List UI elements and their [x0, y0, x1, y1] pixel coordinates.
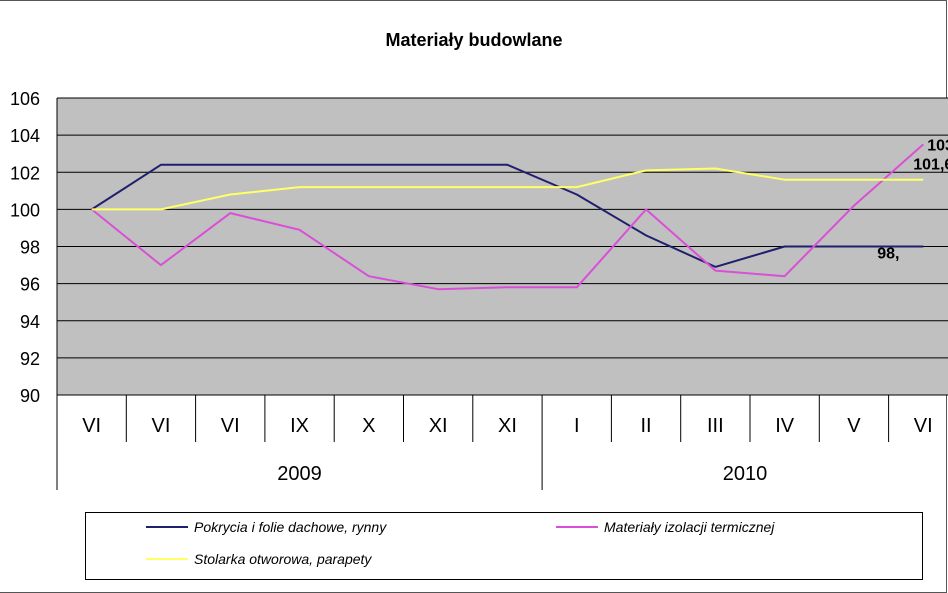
- series-line-0: [91, 163, 924, 268]
- y-tick-label: 92: [20, 349, 40, 369]
- x-tick-label: IX: [290, 415, 309, 437]
- x-tick-label: I: [574, 415, 580, 437]
- legend-item-insulation: Materiały izolacji termicznej: [556, 519, 774, 535]
- legend-swatch-roofing: [146, 526, 188, 528]
- y-tick-label: 104: [10, 126, 40, 146]
- x-tick-label: XI: [498, 415, 517, 437]
- y-tick-label: 100: [10, 200, 40, 220]
- legend-label-insulation: Materiały izolacji termicznej: [604, 519, 775, 535]
- y-tick-label: 98: [20, 238, 40, 258]
- data-label: 98,: [877, 246, 899, 263]
- series-line-2: [91, 167, 924, 211]
- x-group-label: 2010: [723, 463, 768, 485]
- y-tick-label: 102: [10, 163, 40, 183]
- data-label: 103,: [927, 137, 948, 154]
- legend-label-joinery: Stolarka otworowa, parapety: [194, 551, 372, 567]
- x-tick-label: II: [640, 415, 651, 437]
- y-tick-label: 106: [10, 89, 40, 109]
- chart-title: Materiały budowlane: [385, 30, 563, 50]
- legend-swatch-insulation: [556, 526, 598, 528]
- y-tick-label: 90: [20, 386, 40, 406]
- legend-label-roofing: Pokrycia i folie dachowe, rynny: [194, 519, 387, 535]
- x-tick-label: V: [847, 415, 861, 437]
- series-line-1: [91, 143, 924, 291]
- y-tick-label: 94: [20, 312, 40, 332]
- x-tick-label: IV: [775, 415, 795, 437]
- x-group-label: 2009: [277, 463, 322, 485]
- y-tick-label: 96: [20, 275, 40, 295]
- x-tick-label: VI: [82, 415, 101, 437]
- x-tick-label: X: [362, 415, 375, 437]
- data-label: 101,6: [913, 157, 948, 174]
- legend-item-joinery: Stolarka otworowa, parapety: [146, 551, 371, 567]
- x-tick-label: VI: [151, 415, 170, 437]
- x-tick-label: XI: [429, 415, 448, 437]
- chart-legend: Pokrycia i folie dachowe, rynny Materiał…: [85, 512, 923, 580]
- x-tick-label: VI: [221, 415, 240, 437]
- legend-item-roofing: Pokrycia i folie dachowe, rynny: [146, 519, 386, 535]
- legend-swatch-joinery: [146, 558, 188, 560]
- x-tick-label: VI: [914, 415, 933, 437]
- x-tick-label: III: [707, 415, 724, 437]
